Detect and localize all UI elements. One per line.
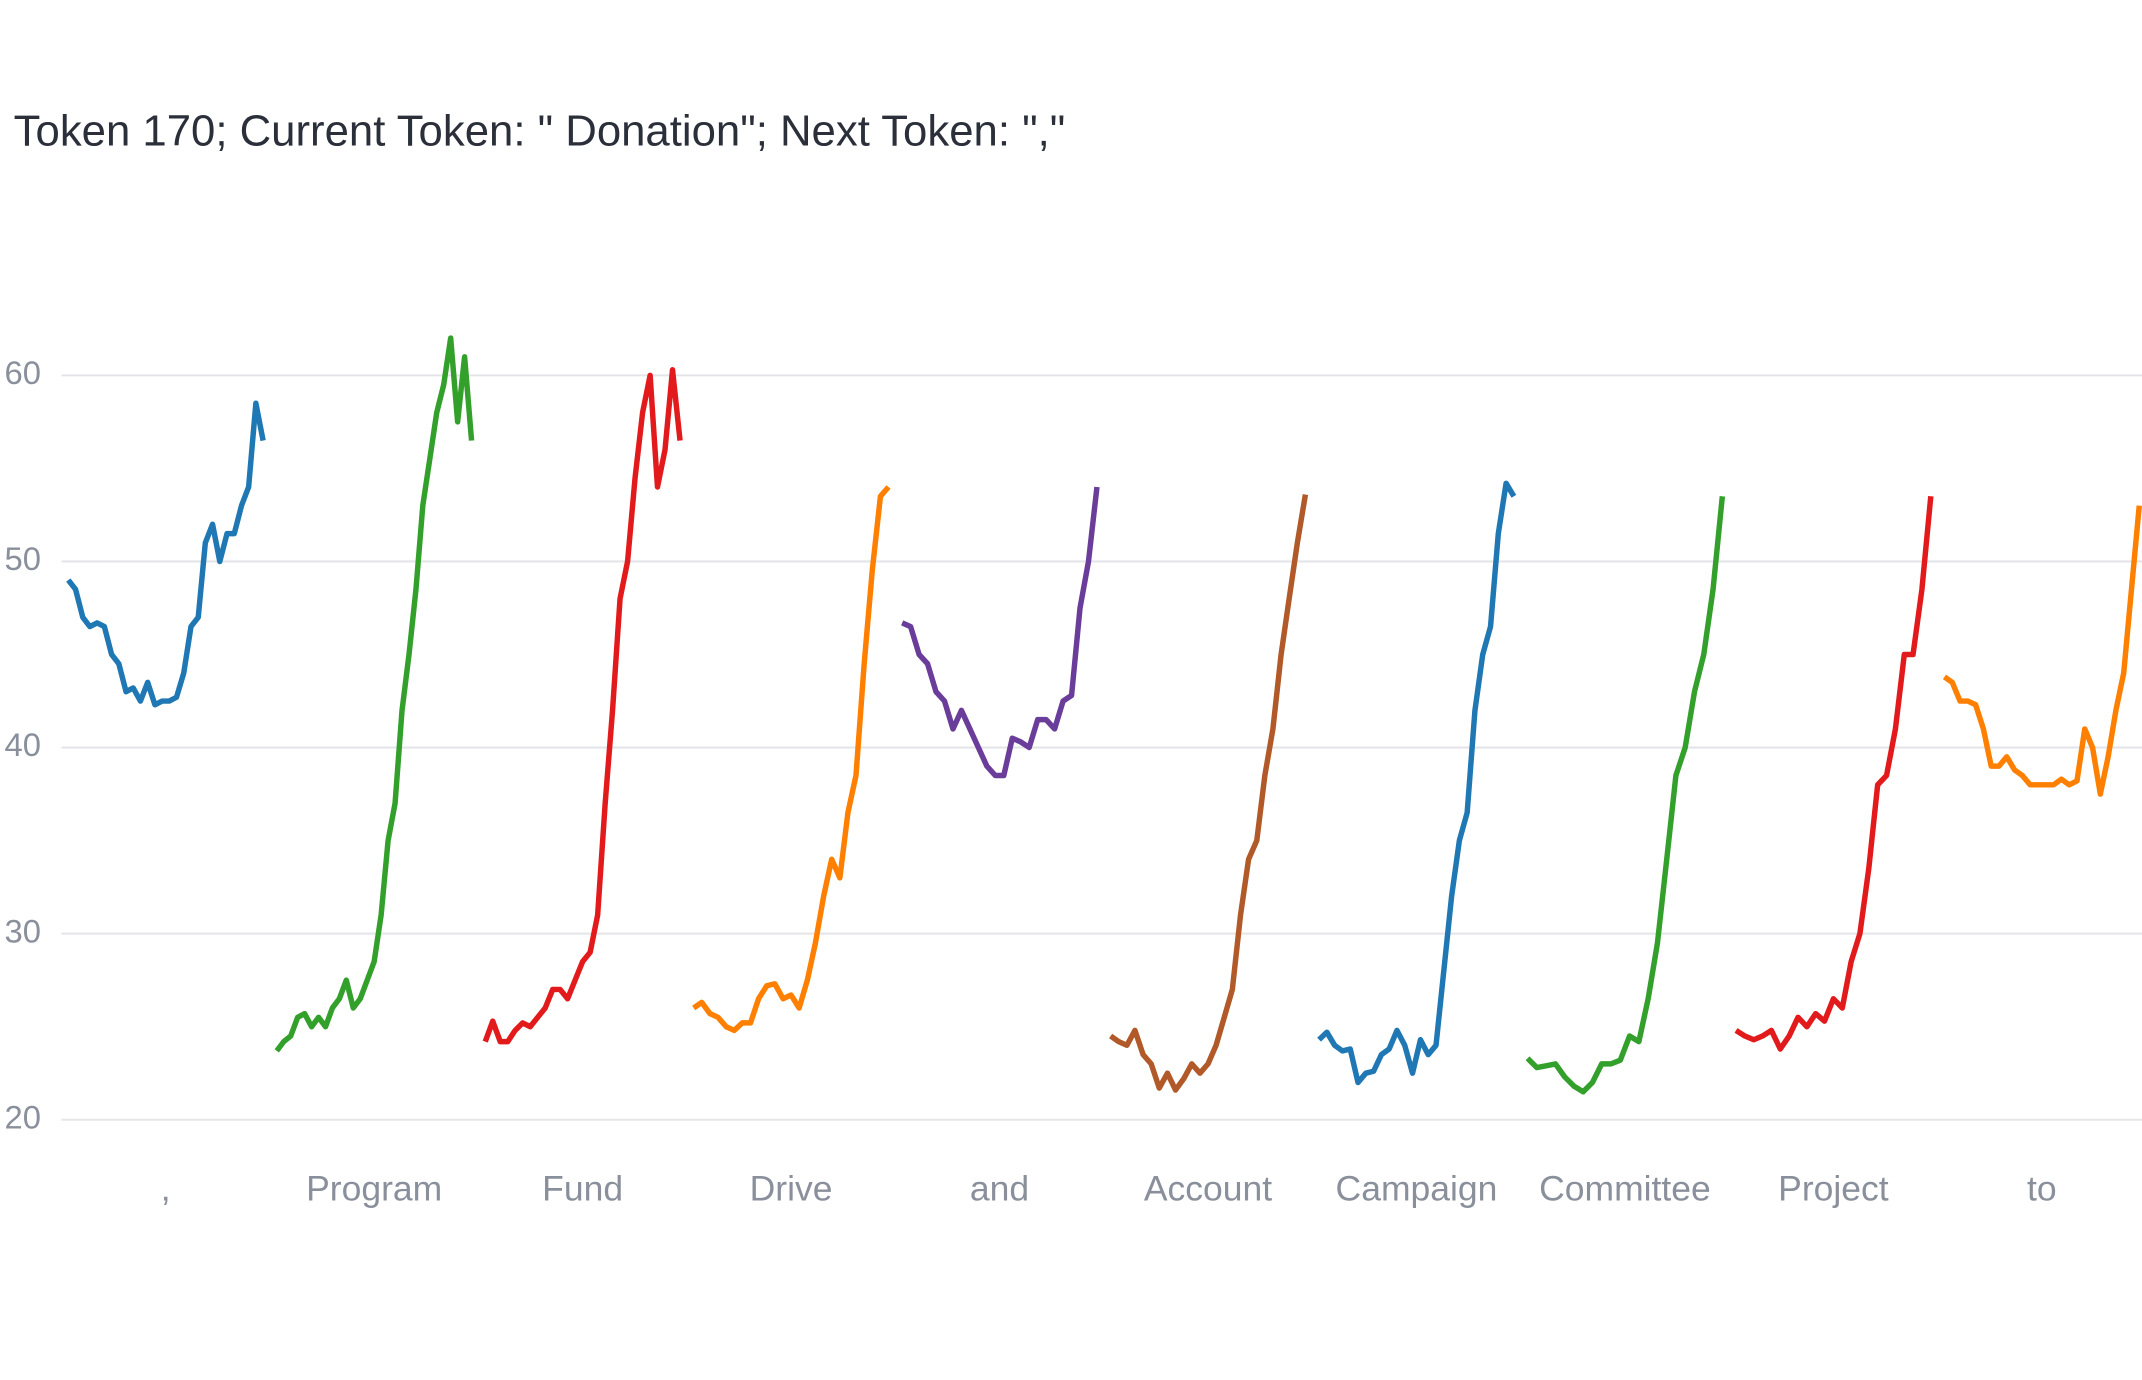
- series-line: [1109, 494, 1309, 1093]
- y-tick-label: 20: [5, 1098, 41, 1135]
- series-line: [692, 485, 891, 1034]
- series-line: [1734, 496, 1934, 1052]
- series-line: [1317, 480, 1517, 1086]
- x-tick-label: Project: [1778, 1169, 1889, 1209]
- series-line: [66, 400, 266, 708]
- x-tick-label: Campaign: [1336, 1169, 1498, 1209]
- series-line: [274, 335, 475, 1053]
- x-tick-label: Account: [1144, 1169, 1272, 1209]
- x-tick-label: ,: [161, 1169, 171, 1209]
- series-line: [901, 486, 1100, 779]
- y-tick-label: 60: [5, 354, 41, 391]
- series-line: [482, 367, 683, 1045]
- x-tick-label: Program: [306, 1169, 442, 1209]
- y-tick-label: 50: [5, 540, 41, 577]
- series-line: [1942, 505, 2142, 797]
- x-tick-label: Fund: [542, 1169, 623, 1209]
- x-tick-label: Committee: [1539, 1169, 1711, 1209]
- x-tick-label: and: [970, 1169, 1029, 1209]
- x-tick-label: to: [2027, 1169, 2057, 1209]
- y-tick-label: 40: [5, 726, 41, 763]
- series-line: [1525, 496, 1726, 1095]
- y-tick-label: 30: [5, 912, 41, 949]
- chart-title: Token 170; Current Token: " Donation"; N…: [14, 107, 1066, 156]
- x-tick-label: Drive: [750, 1169, 833, 1209]
